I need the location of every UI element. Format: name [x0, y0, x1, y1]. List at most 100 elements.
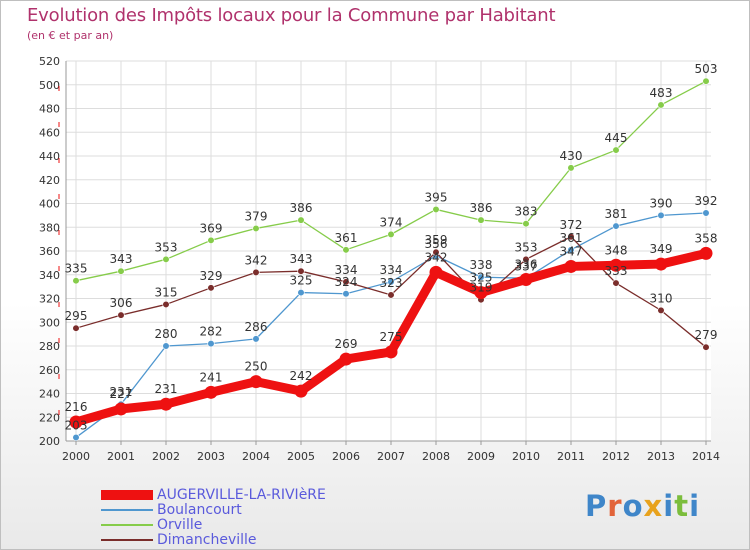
y-tick-label: 380	[39, 221, 60, 234]
data-label-orville: 343	[110, 252, 133, 266]
y-tick-label: 320	[39, 293, 60, 306]
data-point-dimancheville	[72, 324, 80, 332]
data-label-augerville-la-rivi-re: 231	[155, 382, 178, 396]
data-label-boulancourt: 203	[65, 418, 88, 432]
data-label-orville: 503	[695, 62, 718, 76]
data-label-augerville-la-rivi-re: 348	[605, 243, 628, 257]
data-label-orville: 483	[650, 86, 673, 100]
data-label-dimancheville: 342	[245, 253, 268, 267]
legend-label-boulancourt: Boulancourt	[157, 502, 242, 518]
data-point-orville	[522, 220, 530, 228]
logo-letter: t	[674, 489, 690, 523]
data-label-dimancheville: 295	[65, 309, 88, 323]
data-label-dimancheville: 315	[155, 285, 178, 299]
y-tick-label: 340	[39, 269, 60, 282]
legend-label-augerville: AUGERVILLE-LA-RIVIèRE	[157, 487, 326, 503]
data-point-augerville-la-rivi-re	[429, 265, 443, 279]
data-point-boulancourt	[72, 433, 80, 442]
data-label-augerville-la-rivi-re: 216	[65, 400, 88, 414]
data-label-orville: 335	[65, 262, 88, 276]
data-label-boulancourt: 390	[650, 196, 673, 210]
data-point-augerville-la-rivi-re	[204, 385, 218, 399]
data-label-boulancourt: 324	[335, 275, 358, 289]
data-point-dimancheville	[207, 284, 215, 292]
data-point-orville	[297, 216, 305, 224]
logo-letter: r	[607, 489, 623, 523]
data-label-layer: 335 343 353 369 379 386 361 374 395 386 383 430 445 4…	[65, 62, 718, 432]
y-tick-label: 500	[39, 79, 60, 92]
data-label-boulancourt: 282	[200, 325, 223, 339]
x-tick-label: 2003	[197, 450, 225, 463]
data-point-dimancheville	[387, 291, 395, 299]
chart-title: Evolution des Impôts locaux pour la Comm…	[27, 5, 556, 26]
legend-item-dimancheville: Dimancheville	[101, 532, 257, 548]
data-point-orville	[387, 230, 395, 238]
y-tick-label: 220	[39, 411, 60, 424]
data-label-augerville-la-rivi-re: 342	[425, 250, 448, 264]
data-point-augerville-la-rivi-re	[294, 384, 308, 398]
x-tick-label: 2005	[287, 450, 315, 463]
legend-label-orville: Orville	[157, 517, 203, 533]
data-point-orville	[162, 255, 170, 263]
axis-layer: 200 220 240 260 280 300 320 340 360 380 400 420 440 4…	[39, 55, 720, 463]
x-tick-label: 2011	[557, 450, 585, 463]
logo-letter: x	[643, 489, 664, 523]
data-point-orville	[657, 101, 665, 109]
y-tick-label: 200	[39, 435, 60, 448]
legend-swatch-dimancheville	[101, 539, 153, 541]
data-label-dimancheville: 279	[695, 328, 718, 342]
data-label-orville: 361	[335, 231, 358, 245]
data-point-boulancourt	[297, 288, 305, 297]
data-point-augerville-la-rivi-re	[69, 415, 83, 429]
y-tick-label: 240	[39, 388, 60, 401]
y-tick-label: 280	[39, 340, 60, 353]
data-label-dimancheville: 306	[110, 296, 133, 310]
data-label-augerville-la-rivi-re: 336	[515, 258, 538, 272]
y-tick-label: 260	[39, 364, 60, 377]
y-tick-label: 300	[39, 316, 60, 329]
data-point-augerville-la-rivi-re	[564, 259, 578, 273]
data-label-orville: 386	[290, 201, 313, 215]
x-tick-label: 2000	[62, 450, 90, 463]
data-label-augerville-la-rivi-re: 242	[290, 369, 313, 383]
data-label-dimancheville: 359	[425, 233, 448, 247]
data-point-dimancheville	[657, 306, 665, 314]
data-label-dimancheville: 353	[515, 240, 538, 254]
data-label-boulancourt: 337	[515, 259, 538, 273]
data-label-boulancourt: 356	[425, 237, 448, 251]
data-label-boulancourt: 334	[380, 263, 403, 277]
data-label-augerville-la-rivi-re: 325	[470, 271, 493, 285]
y-tick-label: 460	[39, 126, 60, 139]
data-label-augerville-la-rivi-re: 275	[380, 330, 403, 344]
data-label-orville: 383	[515, 205, 538, 219]
legend-label-dimancheville: Dimancheville	[157, 532, 257, 548]
data-point-boulancourt	[207, 340, 215, 348]
data-label-dimancheville: 333	[605, 264, 628, 278]
data-point-augerville-la-rivi-re	[384, 345, 398, 359]
y-tick-label: 400	[39, 198, 60, 211]
data-label-boulancourt: 381	[605, 207, 628, 221]
legend-swatch-boulancourt	[101, 509, 153, 511]
data-label-boulancourt: 392	[695, 194, 718, 208]
data-label-orville: 445	[605, 131, 628, 145]
proxiti-logo: Proxiti	[585, 489, 700, 523]
logo-letter: P	[585, 489, 608, 523]
data-point-orville	[117, 267, 125, 275]
x-tick-label: 2014	[692, 450, 720, 463]
data-label-boulancourt: 286	[245, 320, 268, 334]
data-point-dimancheville	[162, 300, 170, 309]
logo-letter: o	[622, 489, 644, 523]
data-point-boulancourt	[702, 209, 710, 217]
data-point-boulancourt	[387, 278, 395, 286]
data-label-orville: 430	[560, 149, 583, 163]
data-label-boulancourt: 325	[290, 274, 313, 288]
data-point-dimancheville	[252, 268, 260, 276]
data-label-orville: 395	[425, 190, 448, 204]
logo-letter: i	[689, 489, 701, 523]
data-point-orville	[477, 216, 485, 224]
data-point-boulancourt	[162, 342, 170, 350]
series-layer	[69, 77, 713, 442]
data-point-dimancheville	[522, 255, 530, 263]
data-point-augerville-la-rivi-re	[699, 246, 713, 260]
